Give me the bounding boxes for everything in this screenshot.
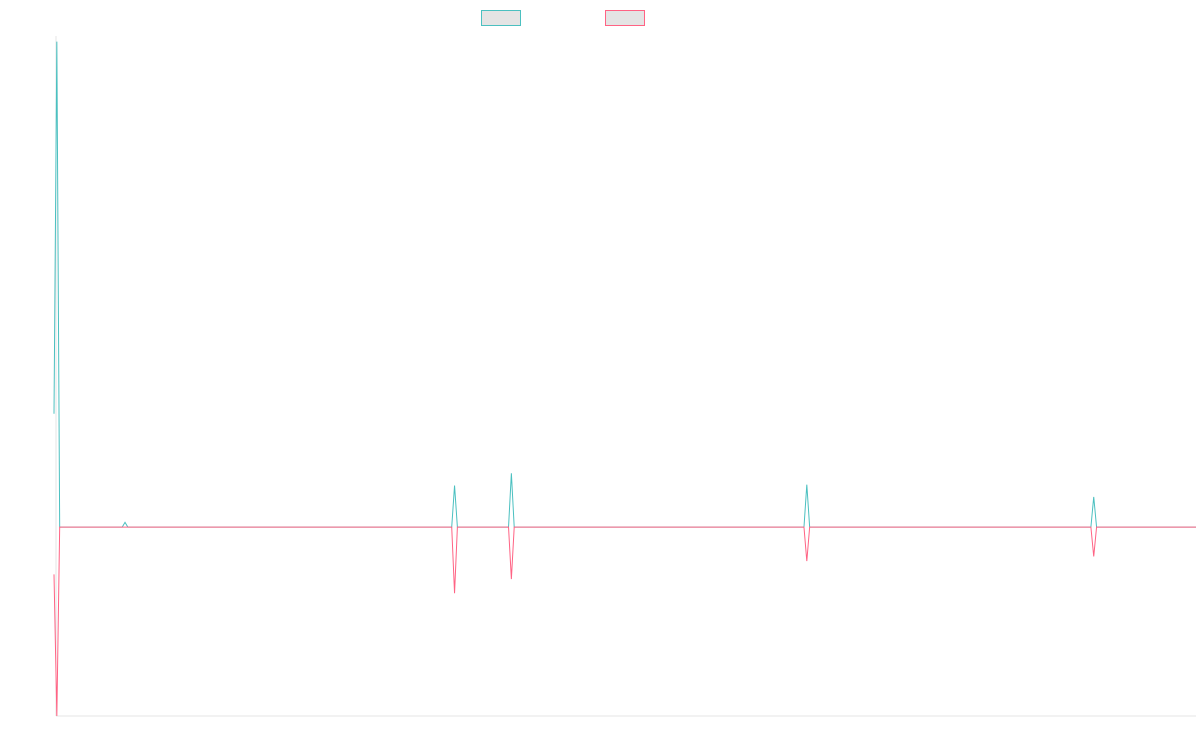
legend-swatch-series-2[interactable]: [605, 10, 645, 26]
series-line-1: [53, 41, 1196, 528]
legend-swatch-series-1[interactable]: [481, 10, 521, 26]
series-line-2: [53, 526, 1196, 717]
